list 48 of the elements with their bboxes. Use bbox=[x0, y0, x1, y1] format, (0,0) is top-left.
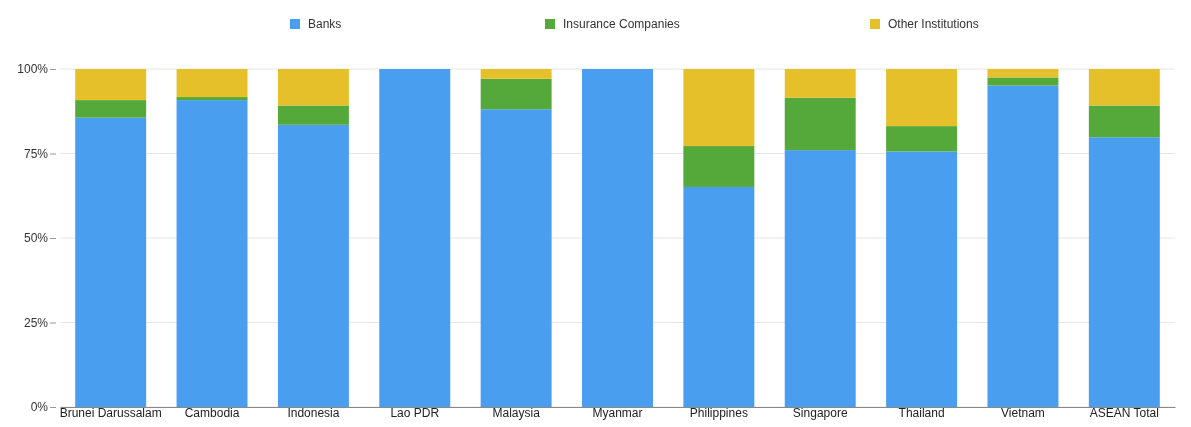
bar bbox=[480, 109, 552, 407]
y-tick-label: 50% bbox=[23, 231, 49, 246]
bar bbox=[886, 126, 958, 152]
bar bbox=[1088, 137, 1160, 407]
legend-label: Other Institutions bbox=[888, 17, 979, 32]
bar bbox=[784, 69, 856, 98]
bar bbox=[480, 69, 552, 79]
bar bbox=[1088, 105, 1160, 138]
bar bbox=[784, 97, 856, 151]
x-tick-label: Cambodia bbox=[184, 406, 240, 421]
x-tick-label: ASEAN Total bbox=[1089, 406, 1159, 421]
legend-label: Banks bbox=[308, 17, 342, 32]
y-tick-label: 75% bbox=[23, 146, 49, 161]
bar bbox=[886, 69, 958, 127]
bar bbox=[277, 105, 349, 125]
bar bbox=[683, 186, 755, 407]
bar bbox=[987, 69, 1059, 78]
bar bbox=[886, 151, 958, 407]
bar bbox=[176, 69, 248, 98]
bar bbox=[379, 69, 451, 407]
bar bbox=[75, 100, 147, 118]
bar bbox=[480, 78, 552, 110]
bar bbox=[987, 85, 1059, 407]
x-tick-label: Malaysia bbox=[492, 406, 541, 421]
legend-label: Insurance Companies bbox=[563, 17, 680, 32]
x-tick-label: Lao PDR bbox=[390, 406, 440, 421]
y-tick-label: 0% bbox=[30, 400, 49, 415]
x-tick-label: Thailand bbox=[898, 406, 945, 421]
bar bbox=[176, 97, 248, 101]
bar bbox=[683, 146, 755, 187]
x-tick-label: Brunei Darussalam bbox=[59, 406, 162, 421]
x-tick-label: Vietnam bbox=[1001, 406, 1045, 421]
x-tick-label: Philippines bbox=[689, 406, 748, 421]
x-tick-label: Singapore bbox=[792, 406, 848, 421]
bar bbox=[784, 150, 856, 407]
bar bbox=[277, 124, 349, 407]
bar bbox=[582, 69, 653, 407]
y-tick-label: 100% bbox=[17, 62, 49, 77]
x-tick-label: Indonesia bbox=[287, 406, 340, 421]
bar bbox=[277, 69, 349, 106]
x-tick-label: Myanmar bbox=[592, 406, 643, 421]
bar bbox=[75, 69, 147, 101]
bar bbox=[683, 69, 755, 147]
bar bbox=[176, 100, 248, 407]
y-tick-label: 25% bbox=[23, 315, 49, 330]
bar bbox=[987, 77, 1059, 86]
bar bbox=[75, 117, 147, 407]
bar bbox=[1088, 69, 1160, 106]
